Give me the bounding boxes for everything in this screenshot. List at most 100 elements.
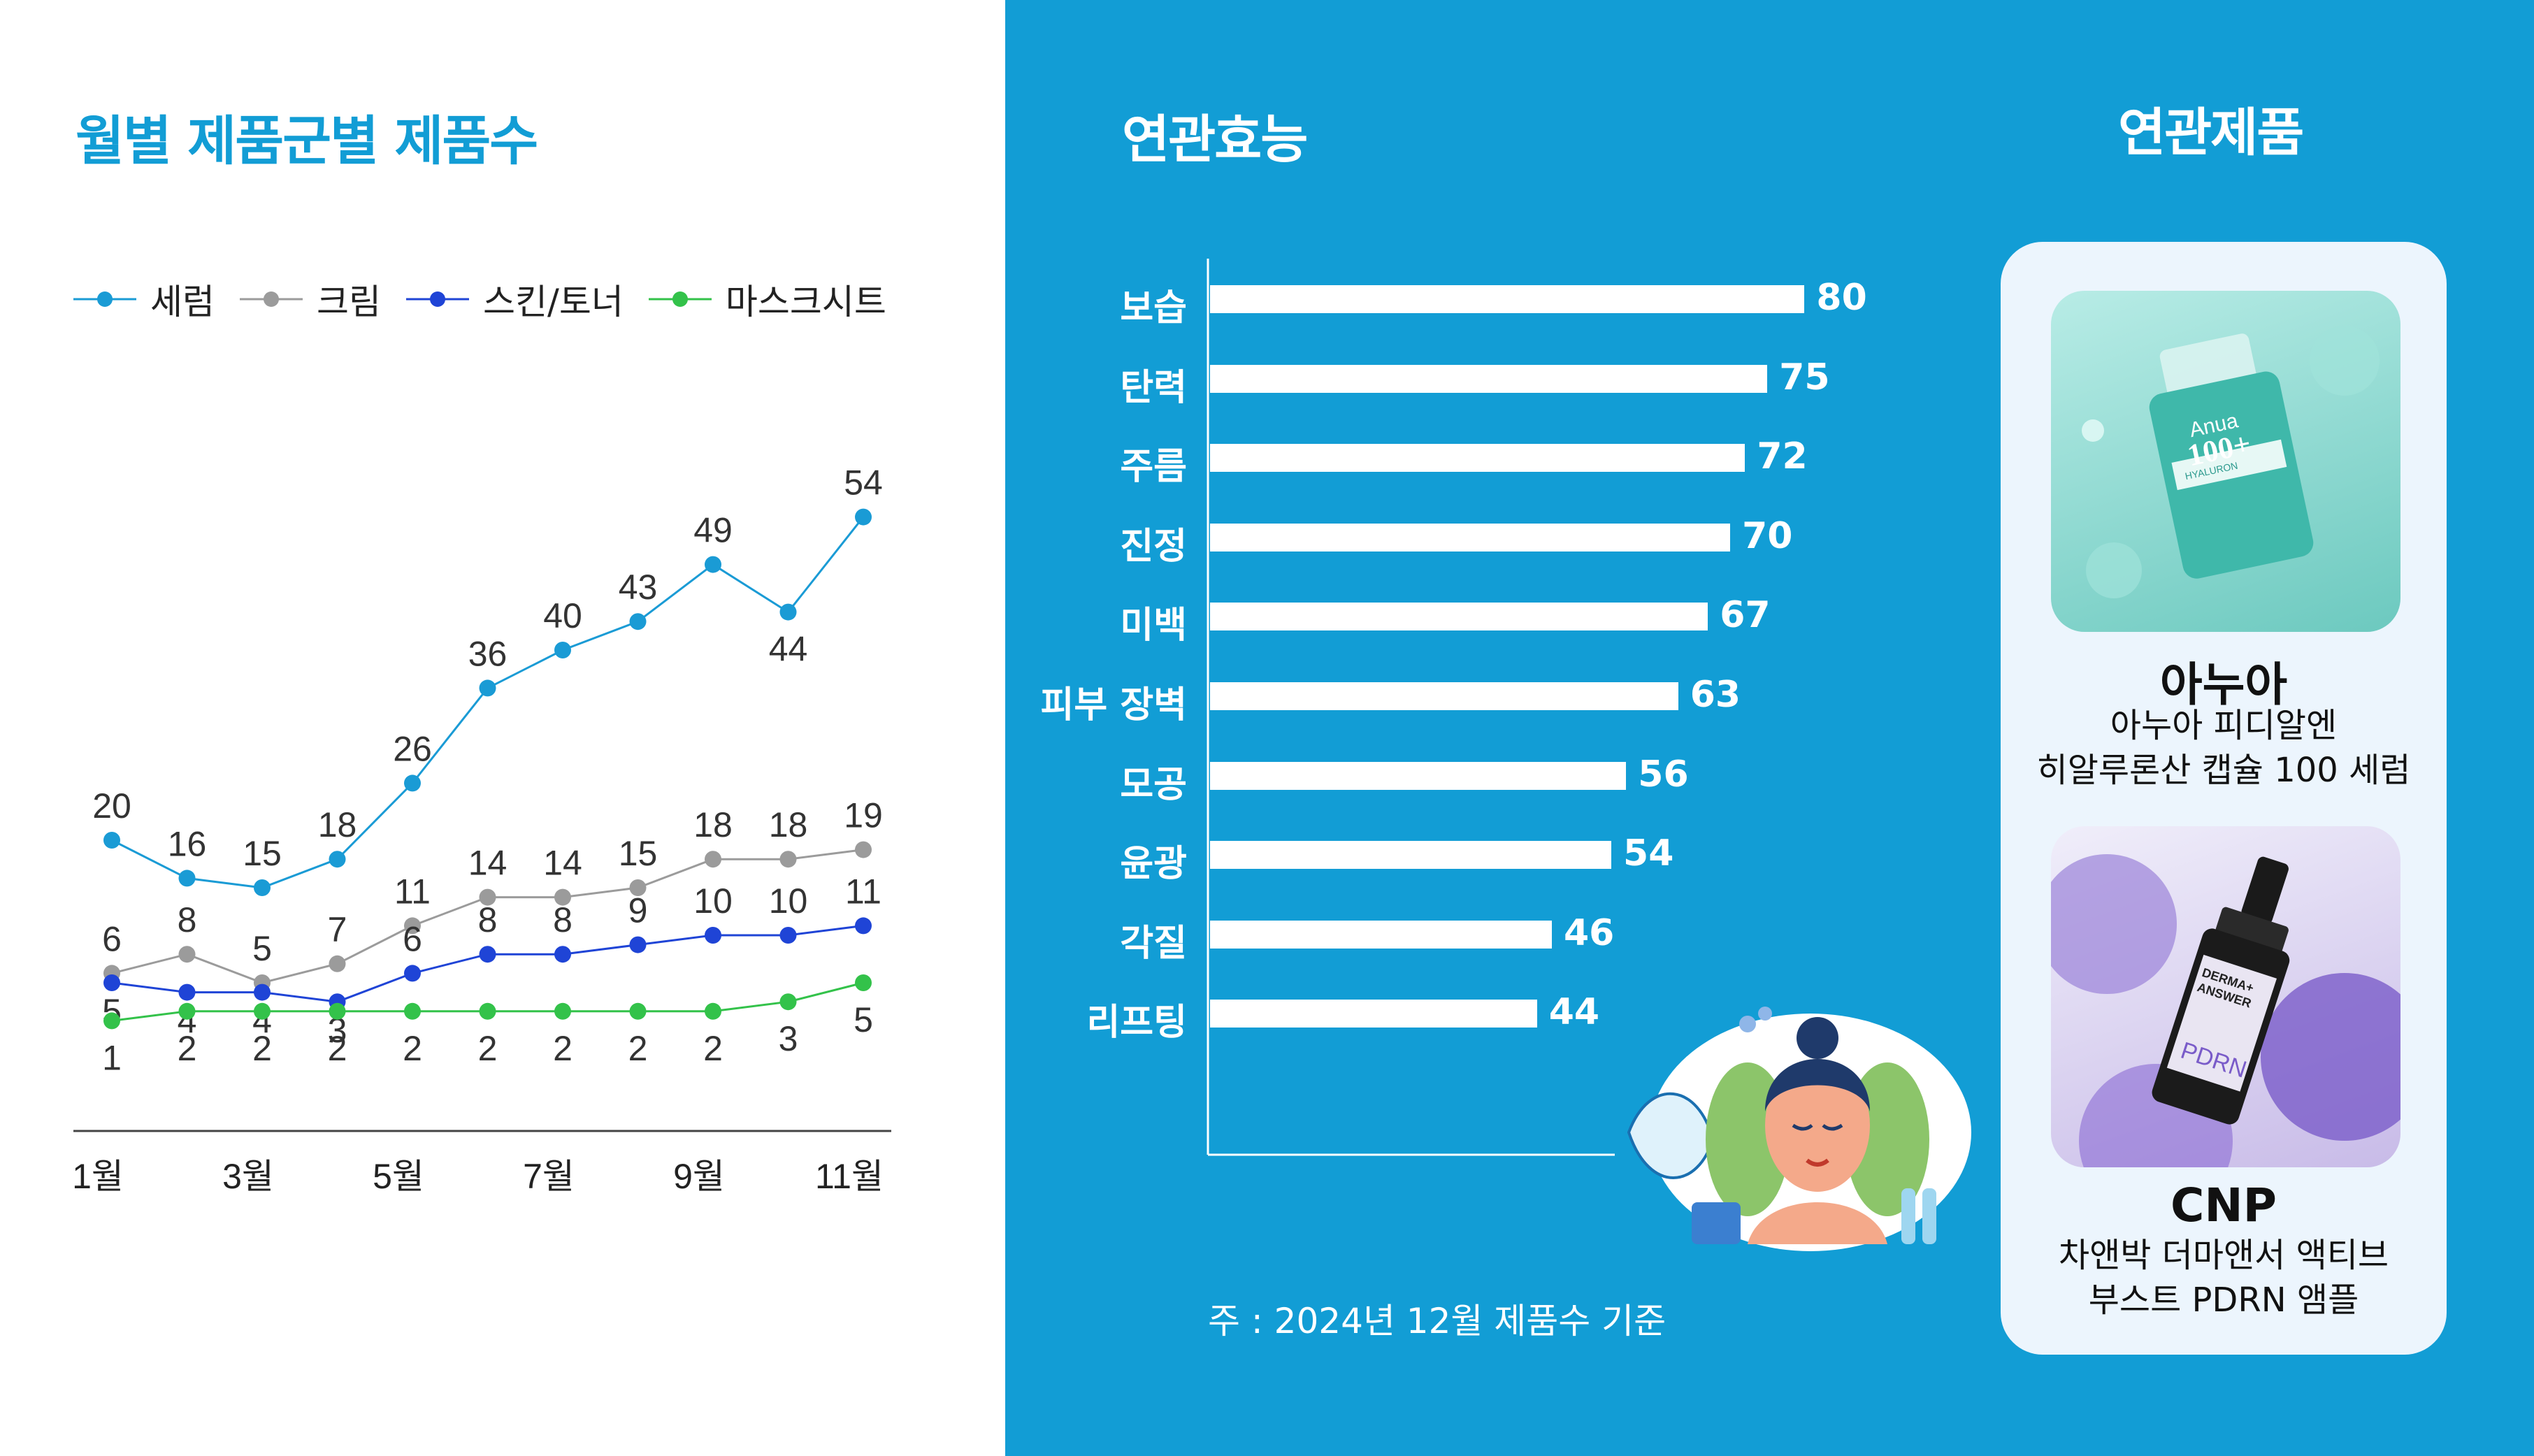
legend-marker-icon (240, 291, 303, 307)
data-label: 5 (252, 929, 272, 968)
bar-category-label: 각질 (1120, 922, 1187, 965)
x-tick-label: 11월 (815, 1157, 884, 1196)
data-point (404, 965, 421, 982)
bar (1210, 523, 1731, 552)
data-point (554, 946, 571, 963)
data-point (855, 917, 872, 935)
data-label: 16 (168, 824, 207, 863)
data-label: 8 (478, 900, 498, 939)
data-label: 14 (543, 844, 582, 883)
data-label: 10 (693, 881, 733, 921)
bar-category-label: 주름 (1120, 446, 1187, 489)
data-point (479, 1002, 496, 1020)
data-point (855, 508, 872, 526)
data-label: 44 (769, 630, 808, 669)
data-label: 2 (628, 1029, 648, 1068)
bar-value-label: 80 (1816, 277, 1867, 319)
data-point (479, 946, 496, 963)
bar (1210, 444, 1745, 473)
x-tick-label: 5월 (373, 1157, 424, 1196)
bar (1210, 841, 1612, 870)
data-label: 18 (318, 805, 357, 844)
bar (1210, 682, 1678, 710)
bar-category-label: 진정 (1120, 525, 1187, 568)
data-point (779, 851, 797, 868)
legend-marker-icon (73, 291, 136, 307)
data-label: 36 (468, 634, 507, 673)
data-label: 40 (543, 596, 582, 635)
data-point (178, 1002, 196, 1020)
data-label: 19 (844, 796, 883, 835)
anua-product-image: Anua 100+ HYALURON (2051, 291, 2400, 632)
data-label: 15 (619, 834, 658, 873)
data-point (554, 642, 571, 658)
bar-value-label: 56 (1638, 753, 1689, 795)
bar (1210, 364, 1768, 393)
bar-category-label: 피부 장벽 (1040, 684, 1187, 726)
x-tick-label: 1월 (72, 1157, 124, 1196)
cnp-product-image: DERMA+ ANSWER PDRN (2051, 826, 2400, 1167)
data-point (855, 841, 872, 858)
bar-value-label: 46 (1563, 911, 1615, 954)
data-label: 14 (468, 844, 507, 883)
data-point (554, 888, 571, 906)
data-point (779, 927, 797, 944)
data-label: 18 (769, 805, 808, 844)
legend-item: 세럼 (73, 274, 215, 324)
product-2-brand: CNP (2170, 1179, 2277, 1232)
bar-category-label: 미백 (1120, 605, 1187, 647)
line-chart-panel: 월별 제품군별 제품수 세럼 크림 스킨/토너 마스크시트 1월 3월 5월 7월 9월 11월… (0, 0, 1005, 1456)
product-1-desc-line1: 아누아 피디알엔 (2110, 706, 2338, 745)
legend-label: 스킨/토너 (483, 282, 624, 322)
product-1-desc-line2: 히알루론산 캡슐 100 세럼 (2036, 751, 2411, 790)
data-point (855, 974, 872, 991)
data-point (629, 613, 647, 630)
data-point (779, 993, 797, 1011)
bar-value-label: 75 (1779, 356, 1830, 398)
data-label: 2 (178, 1029, 197, 1068)
related-products-card: Anua 100+ HYALURON 아누아 아누아 피디알엔 히알루론산 캡슐… (2001, 242, 2447, 1355)
bar-value-label: 72 (1757, 435, 1808, 478)
effect-title: 연관효능 (1122, 110, 1308, 170)
data-label: 11 (394, 872, 431, 911)
data-label: 3 (779, 1019, 798, 1058)
bar-category-label: 리프팅 (1086, 1002, 1187, 1044)
data-label: 2 (553, 1029, 573, 1068)
data-point (404, 917, 421, 935)
data-label: 26 (393, 729, 432, 768)
product-2-desc-line1: 차앤박 더마앤서 액티브 (2058, 1236, 2389, 1275)
bar-value-label: 63 (1690, 674, 1741, 716)
data-point (178, 870, 196, 887)
skincare-illustration (1627, 1007, 1971, 1251)
bar (1210, 285, 1805, 313)
data-label: 15 (243, 834, 282, 873)
bar (1210, 603, 1708, 631)
data-label: 6 (102, 919, 122, 958)
x-tick-label: 9월 (673, 1157, 725, 1196)
data-point (329, 851, 346, 868)
bar (1210, 920, 1552, 949)
product-2-desc-line2: 부스트 PDRN 앰플 (2088, 1281, 2359, 1320)
bar-value-label: 70 (1742, 514, 1793, 557)
footnote: 주 : 2024년 12월 제품수 기준 (1208, 1301, 1666, 1341)
bar (1210, 761, 1627, 790)
data-label: 20 (92, 786, 131, 826)
data-label: 49 (693, 511, 733, 550)
bar-value-label: 44 (1548, 991, 1600, 1034)
legend-label: 세럼 (150, 282, 215, 322)
data-point (705, 1002, 721, 1020)
data-point (479, 679, 496, 697)
bar-category-label: 윤광 (1120, 843, 1187, 886)
data-label: 2 (703, 1029, 723, 1068)
series-line (111, 516, 865, 889)
x-tick-label: 7월 (523, 1157, 575, 1196)
data-point (705, 556, 721, 573)
data-label: 2 (403, 1029, 422, 1068)
data-label: 18 (693, 805, 733, 844)
data-point (103, 1012, 120, 1030)
data-point (629, 1002, 647, 1020)
data-point (779, 603, 797, 621)
legend-label: 크림 (317, 282, 381, 322)
data-point (178, 983, 196, 1001)
